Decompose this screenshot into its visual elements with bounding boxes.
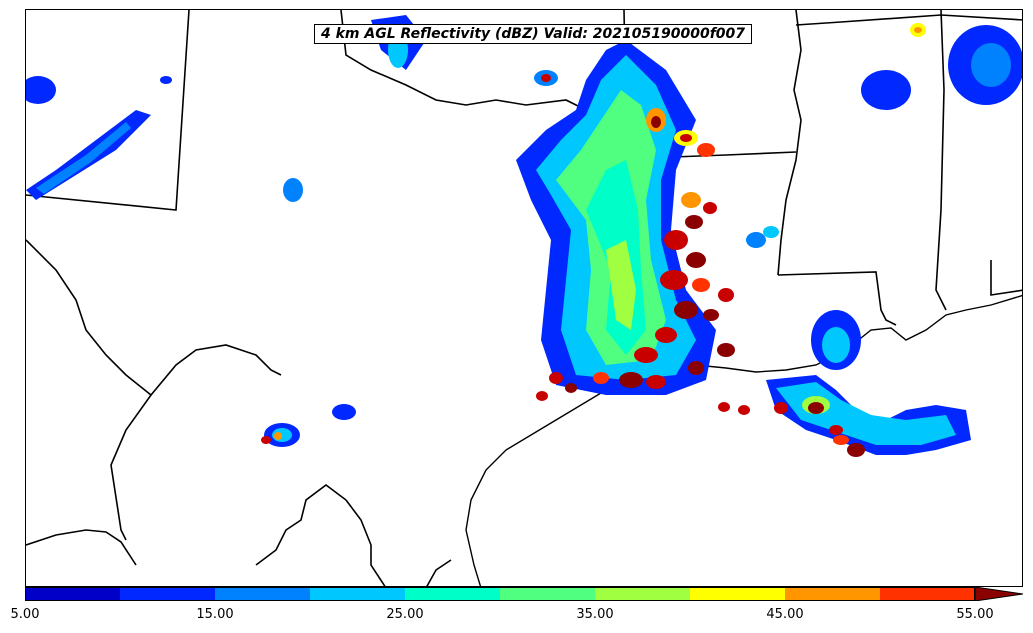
al-fl-border: [990, 260, 1022, 296]
reflectivity-echoes: [26, 15, 1022, 457]
colorbar-bin: [25, 587, 121, 601]
colorbar-tick-label: 5.00: [10, 607, 40, 622]
ar-tn-border: [795, 14, 1022, 26]
colorbar-tick-label: 25.00: [386, 607, 424, 622]
colorbar-extend-arrow: [974, 587, 1023, 601]
colorbar-tick-label: 45.00: [766, 607, 804, 622]
political-boundaries: [26, 10, 1022, 586]
nm-tx-border: [26, 10, 190, 211]
colorbar-bin: [785, 587, 881, 601]
colorbar-bin: [595, 587, 691, 601]
reflectivity-map: [26, 10, 1022, 586]
colorbar-bin: [690, 587, 786, 601]
map-title: 4 km AGL Reflectivity (dBZ) Valid: 20210…: [314, 24, 753, 44]
echo-cores: [536, 108, 735, 401]
mississippi-river: [777, 10, 802, 276]
map-panel: 4 km AGL Reflectivity (dBZ) Valid: 20210…: [25, 9, 1023, 587]
mex-state-border-1: [110, 394, 152, 541]
colorbar-tick-label: 15.00: [196, 607, 234, 622]
colorbar-tick-label: 55.00: [956, 607, 994, 622]
gulf-coastline: [465, 294, 1022, 586]
mex-state-border-5: [426, 559, 452, 586]
mex-state-border-4: [345, 499, 386, 586]
colorbar-bin: [120, 587, 216, 601]
colorbar-bin: [215, 587, 311, 601]
mex-state-border-2: [26, 529, 137, 566]
colorbar-tick-label: 35.00: [576, 607, 614, 622]
mex-state-border-3: [255, 484, 347, 566]
colorbar-bin: [405, 587, 501, 601]
colorbar: [25, 587, 1023, 601]
ms-al-border: [935, 10, 947, 311]
colorbar-bin: [500, 587, 596, 601]
rio-grande: [26, 239, 282, 397]
colorbar-bin: [880, 587, 976, 601]
la-ms-border: [777, 271, 897, 326]
colorbar-bin: [310, 587, 406, 601]
echo-nm: [26, 76, 56, 104]
colorbar-outline: [25, 587, 975, 601]
